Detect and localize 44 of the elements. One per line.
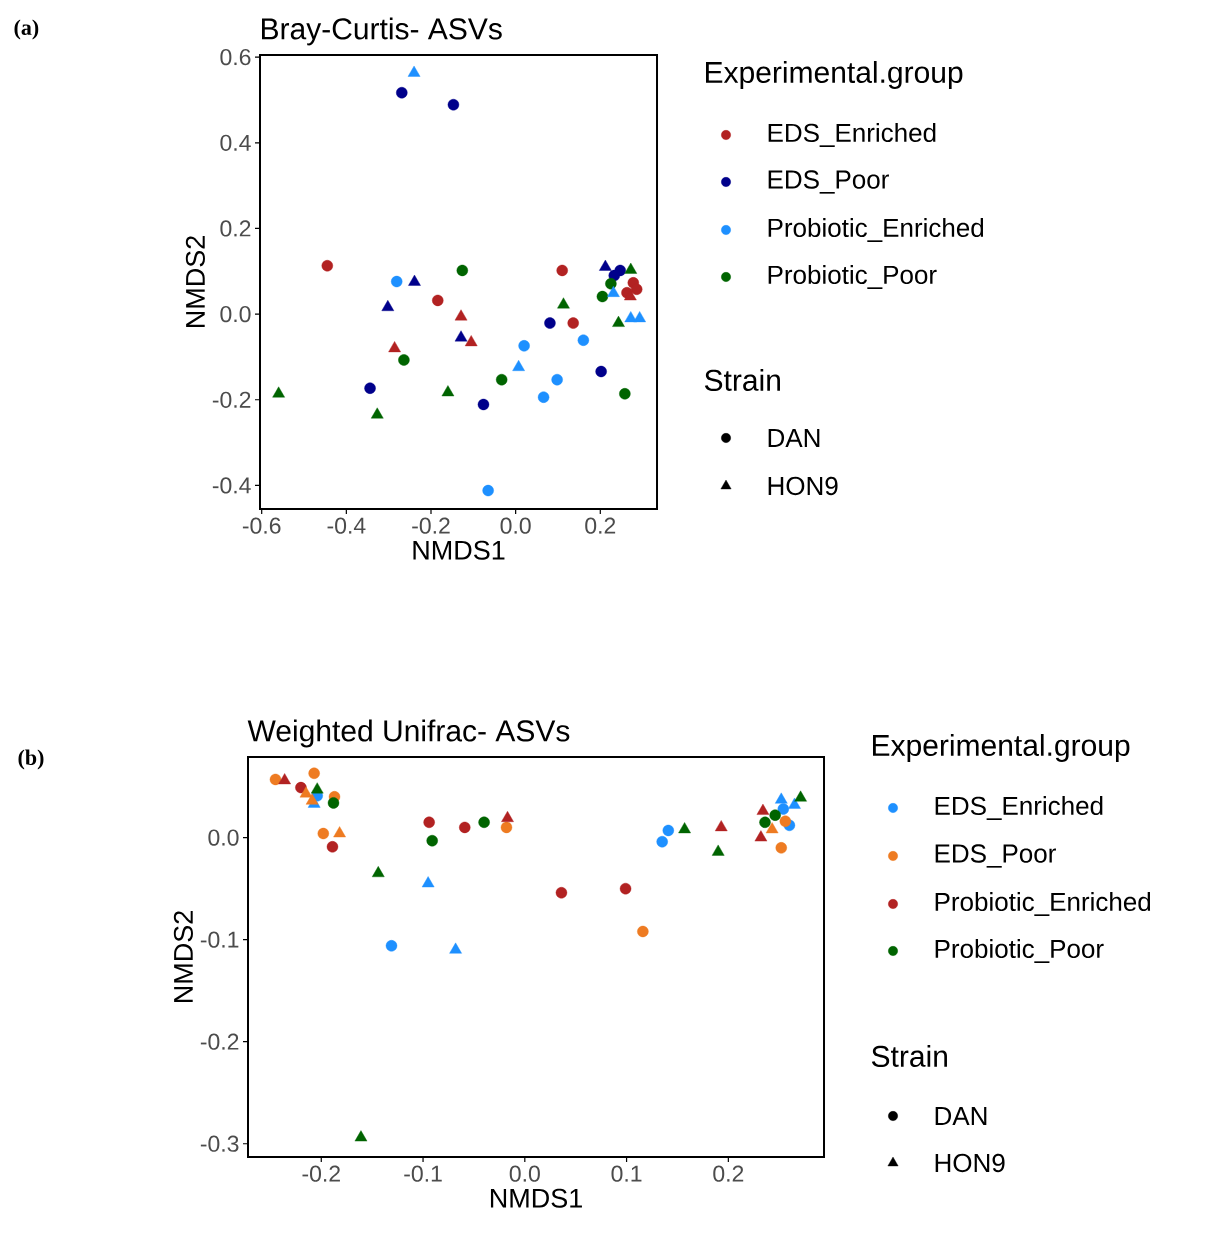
legend-label: EDS_Poor	[935, 844, 1056, 868]
legend-title: Experimental.group	[873, 734, 1130, 762]
x-tick-label: -0.1	[404, 1165, 442, 1182]
text: (a)	[14, 19, 39, 40]
legend-label: EDS_Enriched	[768, 122, 936, 147]
y-axis-title: NMDS2	[173, 911, 193, 1003]
x-tick-label: 0.0	[500, 517, 531, 534]
x-tick-label: -0.2	[302, 1165, 340, 1182]
text: DAN	[768, 429, 820, 447]
x-tick-label: -0.4	[327, 517, 366, 534]
y-tick-label: -0.2	[200, 1033, 239, 1050]
legend-label: Probiotic_Enriched	[935, 891, 1151, 916]
y-tick-label: -0.1	[200, 931, 239, 948]
x-tick-label: -0.2	[412, 517, 450, 534]
x-tick-label: 0.2	[713, 1165, 744, 1182]
x-tick-label: 0.2	[585, 517, 616, 534]
legend-label: Probiotic_Poor	[768, 264, 937, 289]
text: HON9	[935, 1153, 1005, 1173]
x-axis-title: NMDS1	[490, 1188, 582, 1208]
chart-title: Weighted Unifrac- ASVs	[247, 719, 570, 748]
text: DAN	[935, 1107, 987, 1125]
y-tick-label: -0.2	[212, 391, 251, 408]
chart-title: Bray-Curtis- ASVs	[262, 17, 502, 46]
y-tick-label: 0.0	[220, 305, 251, 323]
x-tick-label: 0.1	[611, 1165, 642, 1182]
x-tick-label: 0.0	[509, 1165, 540, 1182]
legend-label: EDS_Poor	[768, 170, 889, 194]
legend-label: Probiotic_Poor	[935, 938, 1104, 963]
text: HON9	[768, 476, 838, 496]
legend-label: EDS_Enriched	[935, 795, 1103, 820]
y-tick-label: 0.2	[220, 220, 251, 237]
y-tick-label: 0.4	[220, 134, 251, 151]
y-tick-label: 0.6	[220, 48, 251, 66]
y-tick-label: -0.3	[200, 1135, 239, 1152]
text: (b)	[18, 749, 44, 770]
y-axis-title: NMDS2	[185, 236, 205, 328]
legend-label: Probiotic_Enriched	[768, 217, 984, 242]
legend-title: Experimental.group	[706, 61, 963, 89]
y-tick-label: -0.4	[212, 477, 251, 494]
text: Strain	[871, 1044, 947, 1068]
y-tick-label: 0.0	[208, 829, 239, 846]
x-tick-label: -0.6	[242, 517, 281, 534]
text: Strain	[704, 368, 780, 392]
x-axis-title: NMDS1	[413, 540, 505, 560]
